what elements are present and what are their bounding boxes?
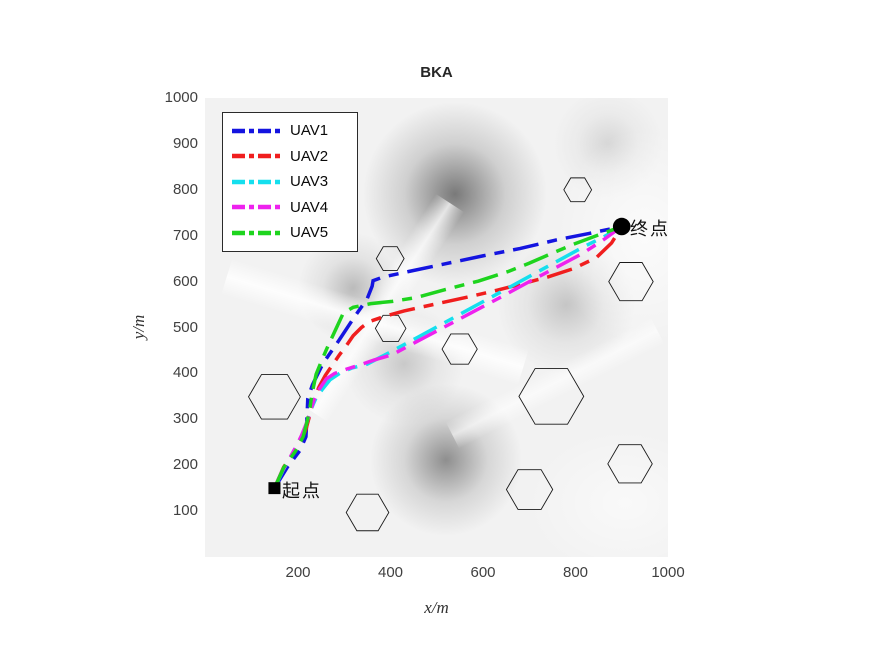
- end-point-label: 终点: [630, 219, 668, 239]
- x-tick-label: 800: [562, 564, 589, 581]
- obstacle-hexagon: [608, 445, 652, 483]
- x-tick-label: 200: [285, 564, 311, 581]
- y-tick-label: 900: [172, 134, 198, 152]
- x-tick-label: 600: [470, 564, 496, 581]
- legend-label: UAV5: [290, 224, 329, 242]
- legend-line-sample: [232, 128, 282, 133]
- legend: UAV1 UAV2 UAV3 UAV4 UAV5: [222, 112, 358, 252]
- plot-title: BKA: [420, 64, 453, 81]
- end-marker: [612, 217, 631, 236]
- x-tick-label: 1000: [651, 564, 685, 581]
- obstacle-hexagon: [375, 315, 406, 341]
- path-uav1: [274, 227, 621, 489]
- legend-line-sample: [232, 154, 282, 159]
- y-axis-label: y/m: [129, 314, 148, 340]
- legend-item-uav2: UAV2: [231, 144, 357, 170]
- obstacle-hexagon: [442, 334, 477, 364]
- y-tick-label: 800: [172, 180, 198, 198]
- legend-label: UAV2: [290, 147, 329, 165]
- legend-item-uav1: UAV1: [231, 118, 357, 144]
- legend-label: UAV3: [290, 173, 329, 191]
- legend-line-sample: [232, 230, 282, 235]
- legend-item-uav5: UAV5: [231, 220, 357, 246]
- y-tick-label: 1000: [164, 89, 198, 106]
- start-marker: [268, 482, 281, 495]
- legend-item-uav3: UAV3: [231, 169, 357, 195]
- x-tick-label: 400: [377, 564, 404, 581]
- y-tick-label: 300: [172, 410, 198, 428]
- path-uav5: [274, 227, 621, 489]
- y-tick-label: 600: [172, 272, 198, 290]
- obstacle-hexagon: [564, 178, 592, 202]
- obstacle-hexagon: [609, 263, 653, 301]
- obstacle-hexagon: [519, 369, 584, 425]
- start-point-label: 起点: [282, 481, 322, 501]
- legend-label: UAV1: [290, 122, 329, 140]
- legend-line-sample: [232, 205, 282, 210]
- legend-line-sample: [232, 179, 282, 184]
- obstacle-hexagon: [506, 470, 552, 510]
- y-tick-label: 400: [172, 364, 198, 382]
- uav-paths-chart: [205, 98, 668, 557]
- obstacle-hexagon: [346, 494, 389, 531]
- y-tick-label: 100: [172, 502, 198, 520]
- legend-item-uav4: UAV4: [231, 195, 357, 221]
- y-tick-label: 500: [172, 318, 198, 336]
- path-uav4: [274, 227, 621, 489]
- obstacle-hexagon: [376, 247, 404, 271]
- x-axis-label: x/m: [424, 598, 449, 617]
- legend-label: UAV4: [290, 198, 329, 216]
- y-tick-label: 200: [172, 456, 198, 474]
- obstacle-hexagon: [249, 375, 301, 420]
- y-tick-label: 700: [172, 226, 198, 244]
